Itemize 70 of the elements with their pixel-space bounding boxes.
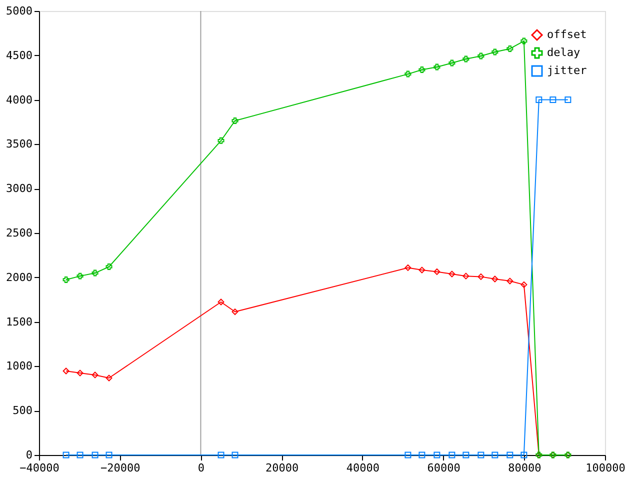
point (434, 268, 440, 275)
x-tick-label: 20000 (266, 462, 299, 474)
point (506, 46, 514, 52)
x-tick-label: −40000 (20, 462, 60, 474)
point (404, 264, 412, 271)
point (492, 452, 498, 458)
x-tick-label: 0 (198, 462, 205, 474)
y-tick-label: 4500 (6, 48, 32, 62)
x-tick-label: 80000 (508, 462, 542, 474)
point (92, 270, 98, 276)
point (462, 452, 470, 458)
point (62, 276, 70, 283)
y-tick-label: 2000 (6, 270, 32, 284)
point (506, 278, 514, 284)
point (520, 452, 528, 458)
point (478, 273, 484, 280)
point (520, 38, 528, 44)
x-tick-label: −20000 (100, 462, 140, 474)
point (218, 298, 224, 306)
point (492, 48, 498, 56)
y-tick-label: 3000 (6, 182, 32, 196)
point (92, 372, 98, 378)
point (478, 452, 484, 458)
point (404, 70, 412, 78)
y-tick-label: 0 (26, 448, 32, 462)
point (232, 118, 238, 124)
point (448, 270, 456, 278)
point (404, 452, 412, 458)
x-tick-label: 100000 (586, 462, 626, 474)
y-tick-label: 3500 (6, 138, 32, 151)
point (62, 452, 70, 458)
point (218, 137, 224, 144)
y-tick-label: 2500 (6, 226, 32, 240)
point (564, 96, 572, 104)
x-tick-label: 40000 (346, 462, 380, 474)
point (418, 266, 426, 274)
point (550, 96, 556, 104)
y-tick-label: 500 (12, 404, 32, 418)
y-tick-label: 4000 (6, 93, 32, 106)
point (492, 276, 498, 282)
point (506, 452, 514, 458)
point (106, 264, 112, 270)
x-tick-label: 60000 (427, 462, 460, 474)
point (478, 52, 484, 60)
legend-label: jitter (547, 64, 588, 77)
y-tick-label: 5000 (6, 4, 32, 18)
point (448, 452, 456, 458)
point (62, 368, 70, 374)
point (106, 452, 112, 458)
point (462, 272, 470, 280)
point (536, 96, 542, 104)
point (76, 370, 84, 376)
legend-label: delay (547, 46, 580, 59)
point (434, 64, 440, 70)
point (106, 374, 112, 382)
point (232, 452, 238, 458)
point (418, 66, 426, 74)
point (76, 452, 84, 458)
point (462, 56, 470, 62)
y-tick-label: 1000 (6, 360, 32, 373)
point (520, 281, 528, 288)
point (218, 452, 224, 458)
point (434, 452, 440, 458)
legend-label: offset (547, 28, 587, 41)
point (232, 308, 238, 316)
point (418, 452, 426, 458)
point (76, 272, 84, 280)
y-tick-label: 1500 (6, 315, 32, 328)
point (448, 60, 456, 66)
point (92, 452, 98, 458)
